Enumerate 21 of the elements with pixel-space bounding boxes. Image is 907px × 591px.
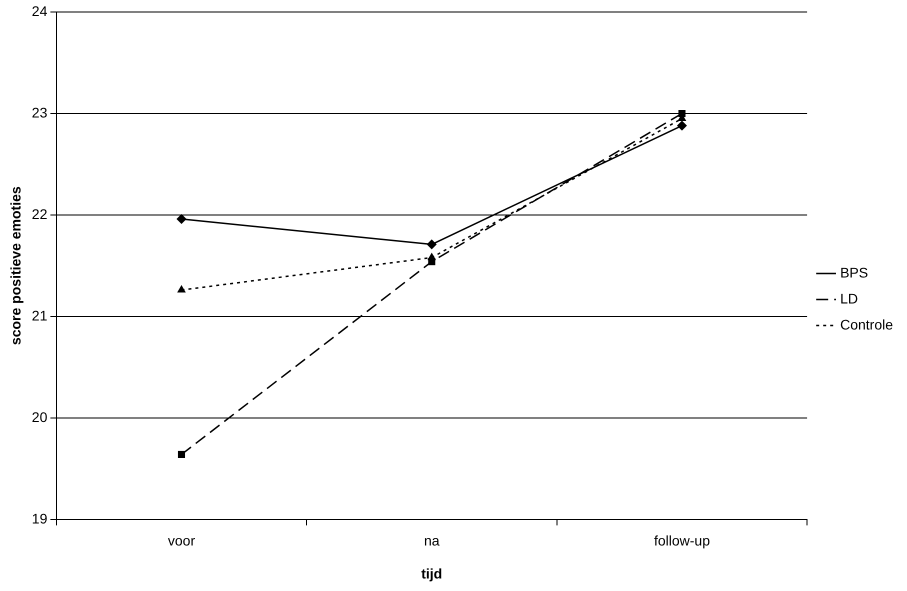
x-tick-label: voor (168, 532, 196, 549)
point (178, 450, 186, 458)
y-tick-label: 23 (32, 104, 48, 120)
point (426, 239, 437, 250)
y-tick-label: 20 (32, 408, 48, 425)
x-tick-label: na (424, 532, 440, 549)
x-tick-label: follow-up (654, 532, 710, 549)
x-axis-title: tijd (421, 565, 442, 582)
point (678, 110, 686, 118)
legend-label: LD (840, 290, 858, 306)
legend-label: Controle (840, 316, 894, 332)
y-tick-label: 21 (32, 307, 48, 324)
point (676, 120, 687, 131)
y-tick-label: 19 (32, 510, 48, 526)
point (177, 285, 186, 293)
y-axis-title: score positieve emoties (7, 186, 24, 346)
legend-label: BPS (840, 264, 868, 280)
y-tick-label: 24 (32, 2, 48, 19)
point (428, 258, 436, 266)
point (176, 214, 186, 224)
y-tick-label: 22 (32, 206, 48, 222)
